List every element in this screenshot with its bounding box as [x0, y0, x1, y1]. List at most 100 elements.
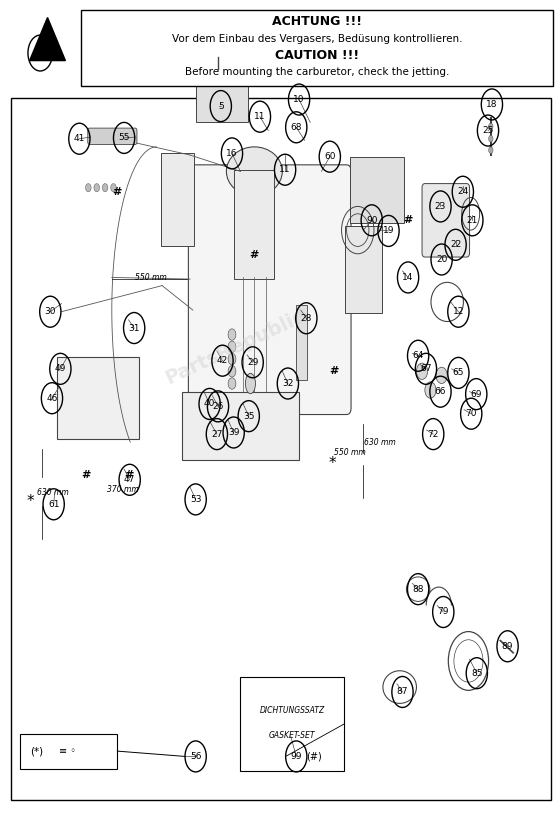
Text: 22: 22 [450, 240, 461, 250]
Text: 69: 69 [471, 389, 482, 399]
Ellipse shape [245, 373, 255, 393]
Text: 68: 68 [291, 122, 302, 132]
Circle shape [416, 363, 428, 379]
Text: CAUTION !!!: CAUTION !!! [275, 49, 359, 62]
Text: 30: 30 [45, 307, 56, 317]
Text: 85: 85 [471, 668, 482, 678]
Circle shape [228, 329, 236, 340]
FancyBboxPatch shape [345, 226, 382, 313]
Text: #: # [404, 215, 413, 225]
Text: 23: 23 [435, 202, 446, 211]
Text: 72: 72 [428, 429, 439, 439]
Text: 1: 1 [37, 48, 44, 58]
Text: 11: 11 [280, 165, 291, 175]
Text: 67: 67 [420, 364, 432, 374]
Text: 11: 11 [254, 112, 266, 122]
FancyBboxPatch shape [20, 734, 117, 769]
Text: *: * [329, 456, 337, 471]
Text: 47: 47 [124, 475, 135, 485]
Circle shape [111, 184, 116, 192]
Text: 18: 18 [486, 100, 498, 109]
FancyBboxPatch shape [196, 66, 248, 122]
Circle shape [228, 378, 236, 389]
FancyBboxPatch shape [81, 10, 553, 86]
Text: 24: 24 [457, 187, 468, 197]
Circle shape [86, 184, 91, 192]
Text: 10: 10 [293, 95, 305, 104]
Text: 88: 88 [413, 584, 424, 594]
Text: 55: 55 [119, 133, 130, 143]
Text: 19: 19 [383, 226, 394, 236]
FancyBboxPatch shape [11, 98, 551, 800]
Text: 56: 56 [190, 752, 201, 761]
FancyBboxPatch shape [188, 165, 351, 415]
FancyBboxPatch shape [161, 153, 194, 246]
Text: 31: 31 [129, 323, 140, 333]
FancyBboxPatch shape [182, 392, 299, 460]
Circle shape [228, 353, 236, 365]
Text: 90: 90 [366, 215, 377, 225]
Text: 41: 41 [74, 134, 85, 144]
Text: 550 mm: 550 mm [135, 273, 167, 282]
Text: #: # [113, 187, 122, 197]
Circle shape [489, 147, 493, 153]
Text: #: # [250, 250, 259, 259]
Text: 61: 61 [48, 499, 59, 509]
Text: 89: 89 [502, 641, 513, 651]
FancyBboxPatch shape [88, 128, 137, 144]
FancyBboxPatch shape [296, 305, 307, 380]
Text: 35: 35 [243, 411, 254, 421]
Ellipse shape [226, 147, 282, 196]
Text: #: # [81, 470, 90, 480]
FancyBboxPatch shape [57, 357, 139, 439]
Circle shape [94, 184, 100, 192]
Text: 66: 66 [435, 387, 446, 397]
Text: PartsRepublic: PartsRepublic [162, 306, 308, 388]
FancyBboxPatch shape [350, 157, 404, 223]
Text: (#): (#) [306, 752, 322, 761]
Text: 20: 20 [436, 255, 447, 264]
Text: ≡ ◦: ≡ ◦ [59, 746, 75, 756]
Text: 28: 28 [301, 313, 312, 323]
Circle shape [425, 382, 436, 398]
Circle shape [102, 184, 108, 192]
Polygon shape [30, 17, 65, 60]
Text: *: * [27, 494, 35, 509]
FancyBboxPatch shape [234, 170, 274, 279]
Text: GASKET-SET: GASKET-SET [269, 731, 315, 740]
Text: 70: 70 [466, 409, 477, 419]
Circle shape [436, 367, 447, 384]
Text: 42: 42 [217, 356, 228, 366]
Text: ACHTUNG !!!: ACHTUNG !!! [272, 16, 362, 29]
Text: #: # [330, 366, 339, 376]
Text: 65: 65 [453, 368, 464, 378]
Text: 29: 29 [247, 357, 258, 367]
Text: 46: 46 [46, 393, 58, 403]
Text: 16: 16 [226, 149, 238, 158]
Text: Vor dem Einbau des Vergasers, Bedüsung kontrollieren.: Vor dem Einbau des Vergasers, Bedüsung k… [172, 33, 462, 43]
Text: #: # [124, 470, 133, 480]
Text: 12: 12 [453, 307, 464, 317]
Text: DICHTUNGSSATZ: DICHTUNGSSATZ [259, 706, 325, 715]
Text: 630 mm: 630 mm [37, 488, 69, 498]
Text: 14: 14 [402, 273, 414, 282]
Text: 60: 60 [324, 152, 335, 162]
FancyBboxPatch shape [422, 184, 470, 257]
Text: 49: 49 [55, 364, 66, 374]
Text: 26: 26 [212, 401, 224, 411]
Circle shape [228, 341, 236, 353]
Text: 25: 25 [482, 126, 494, 135]
Text: 40: 40 [204, 399, 215, 409]
Text: 53: 53 [190, 494, 201, 504]
Text: 39: 39 [228, 428, 239, 437]
Text: 21: 21 [467, 215, 478, 225]
Text: 32: 32 [282, 379, 293, 388]
Text: 630 mm: 630 mm [364, 437, 396, 447]
Text: (*): (*) [30, 746, 43, 756]
FancyBboxPatch shape [240, 677, 344, 771]
Circle shape [489, 123, 493, 130]
Circle shape [228, 366, 236, 377]
Text: 550 mm: 550 mm [334, 448, 365, 458]
Text: Before mounting the carburetor, check the jetting.: Before mounting the carburetor, check th… [185, 67, 449, 77]
Text: 27: 27 [211, 429, 222, 439]
